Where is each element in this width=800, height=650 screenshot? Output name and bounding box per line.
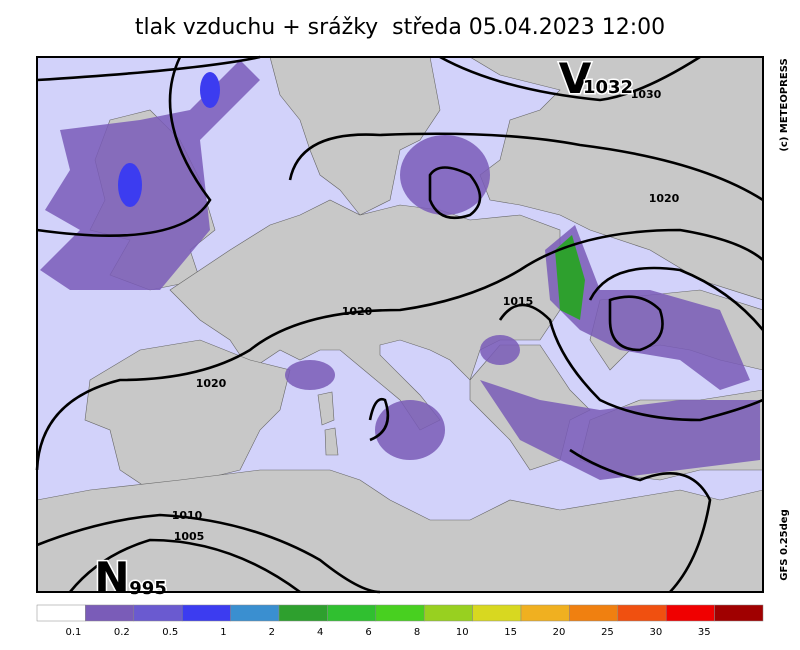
legend-label: 25 <box>601 627 614 638</box>
legend-label: 1 <box>220 627 226 638</box>
map: 1030 1020 1020 1020 1015 1010 1005 V 103… <box>35 53 765 604</box>
legend-swatch <box>181 604 231 622</box>
model-label: GFS 0.25deg <box>779 509 790 581</box>
legend-label: 20 <box>553 627 566 638</box>
legend-label: 2 <box>269 627 275 638</box>
precipitation-heavy <box>118 72 220 207</box>
legend-label: 6 <box>365 627 371 638</box>
legend-label: 8 <box>414 627 420 638</box>
legend-swatch <box>133 604 183 622</box>
legend-swatch <box>665 604 715 622</box>
legend-swatch <box>375 604 425 622</box>
isobar-labels: 1030 1020 1020 1020 1015 1010 1005 <box>172 88 680 543</box>
isobar-label: 1010 <box>172 509 203 522</box>
high-value: 1032 <box>583 77 633 98</box>
legend-swatch <box>327 604 377 622</box>
pressure-centers: V 1032 N 995 <box>93 53 635 604</box>
legend-swatch <box>617 604 667 622</box>
legend-label: 0.1 <box>65 627 81 638</box>
precipitation-intense <box>555 235 585 320</box>
map-frame <box>36 56 764 593</box>
legend-label: 35 <box>698 627 711 638</box>
legend-swatch <box>472 604 522 622</box>
legend-swatch <box>569 604 619 622</box>
legend-swatch <box>230 604 280 622</box>
isobar-label: 1005 <box>174 530 205 543</box>
high-symbol: V <box>559 54 592 103</box>
legend-swatch <box>423 604 473 622</box>
precipitation <box>40 60 760 480</box>
isobars <box>35 55 765 594</box>
legend-label: 10 <box>456 627 469 638</box>
isobar-label: 1015 <box>503 295 534 308</box>
map-title: tlak vzduchu + srážky středa 05.04.2023 … <box>135 15 665 40</box>
isobar-label: 1020 <box>196 377 227 390</box>
low-value: 995 <box>129 578 167 599</box>
isobar-label: 1020 <box>649 192 680 205</box>
low-symbol: N <box>94 553 129 602</box>
isobar-label: 1020 <box>342 305 373 318</box>
legend-label: 4 <box>317 627 323 638</box>
legend-label: 0.5 <box>162 627 178 638</box>
legend: 0.1 0.2 0.5 1 2 4 6 8 10 15 20 25 30 35 <box>36 604 764 638</box>
legend-swatch <box>714 604 764 622</box>
credit: (c) METEOPRESS <box>779 58 790 151</box>
legend-swatch <box>520 604 570 622</box>
legend-swatch <box>278 604 328 622</box>
legend-label: 30 <box>649 627 662 638</box>
legend-label: 15 <box>504 627 517 638</box>
isobar-label: 1030 <box>631 88 662 101</box>
legend-label: 0.2 <box>114 627 130 638</box>
legend-swatch <box>36 604 86 622</box>
legend-swatch <box>85 604 135 622</box>
